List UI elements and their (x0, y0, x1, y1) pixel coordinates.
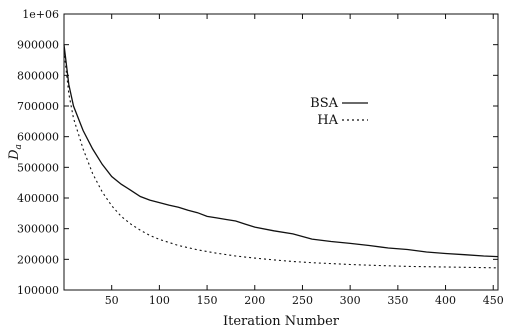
y-tick-label: 200000 (17, 253, 59, 266)
series-line-bsa (63, 44, 499, 258)
y-tick-label: 1e+06 (22, 8, 59, 21)
x-tick-label: 50 (105, 294, 119, 307)
plot-frame (63, 13, 499, 291)
x-tick-label: 450 (483, 294, 504, 307)
y-tick-label: 600000 (17, 131, 59, 144)
legend-label-bsa: BSA (310, 96, 338, 111)
y-tick-label: 400000 (17, 192, 59, 205)
x-tick-label: 400 (435, 294, 456, 307)
legend-label-ha: HA (317, 113, 338, 128)
y-tick-label: 100000 (17, 284, 59, 297)
x-axis-title: Iteration Number (223, 314, 340, 329)
x-axis: 50 100 150 200 250 300 350 400 450 (105, 14, 504, 307)
y-axis-title-main: D (7, 149, 22, 161)
x-tick-label: 250 (292, 294, 313, 307)
y-axis: 100000 200000 300000 400000 500000 600000 7000… (17, 8, 498, 297)
y-tick-label: 700000 (17, 100, 59, 113)
x-tick-label: 100 (149, 294, 170, 307)
y-tick-label: 900000 (17, 39, 59, 52)
x-tick-label: 300 (340, 294, 361, 307)
series-line-ha (63, 50, 499, 269)
x-tick-label: 350 (387, 294, 408, 307)
x-tick-label: 200 (244, 294, 265, 307)
series-layer (63, 44, 499, 269)
x-tick-label: 150 (197, 294, 218, 307)
y-tick-label: 800000 (17, 69, 59, 82)
y-axis-title: Da (7, 144, 24, 161)
y-axis-title-subscript: a (14, 144, 24, 149)
legend: BSA HA (310, 96, 368, 128)
y-tick-label: 300000 (17, 223, 59, 236)
y-tick-label: 500000 (17, 161, 59, 174)
